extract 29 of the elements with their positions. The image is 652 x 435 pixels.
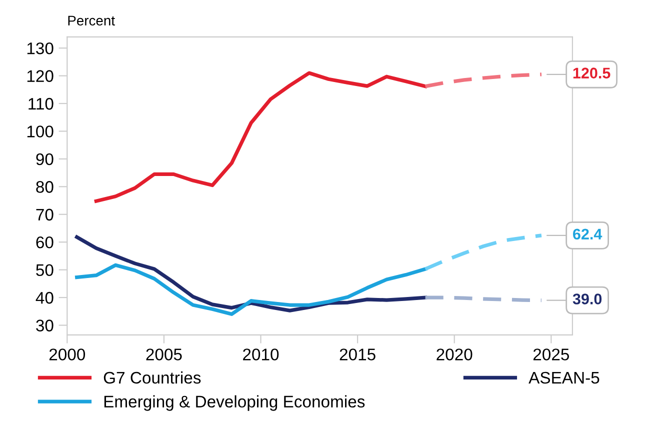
y-tick-label: 110 xyxy=(28,98,54,110)
y-tick-label: 30 xyxy=(36,320,54,332)
data-label: 62.4 xyxy=(573,228,602,240)
legend-label: G7 Countries xyxy=(104,371,201,384)
data-label: 39.0 xyxy=(572,294,602,304)
y-tick-label: 50 xyxy=(36,264,54,276)
y-tick-label: 120 xyxy=(27,70,54,82)
y-tick-label: 70 xyxy=(36,208,54,221)
line-series xyxy=(75,263,428,316)
legend-label: ASEAN-5 xyxy=(528,372,600,384)
data-label: 120.5 xyxy=(573,68,610,78)
x-tick-label: 2025 xyxy=(533,348,569,360)
line-series xyxy=(94,71,428,203)
y-tick-label: 130 xyxy=(27,42,54,54)
x-tick-label: 2015 xyxy=(340,348,376,360)
x-tick-label: 2005 xyxy=(146,348,182,360)
line-series xyxy=(424,72,544,88)
y-tick-label: 60 xyxy=(36,236,54,248)
x-tick-label: 2020 xyxy=(436,348,472,360)
y-tick-label: 80 xyxy=(36,181,54,193)
line-series xyxy=(75,235,428,312)
y-axis-title: Percent xyxy=(68,16,115,26)
y-tick-label: 100 xyxy=(27,126,54,138)
y-tick-label: 90 xyxy=(36,153,54,166)
x-tick-label: 2010 xyxy=(243,348,279,360)
x-tick-label: 2000 xyxy=(49,348,86,360)
y-tick-label: 40 xyxy=(36,292,54,304)
line-series xyxy=(424,234,544,271)
legend-label: Emerging & Developing Economies xyxy=(104,395,365,411)
